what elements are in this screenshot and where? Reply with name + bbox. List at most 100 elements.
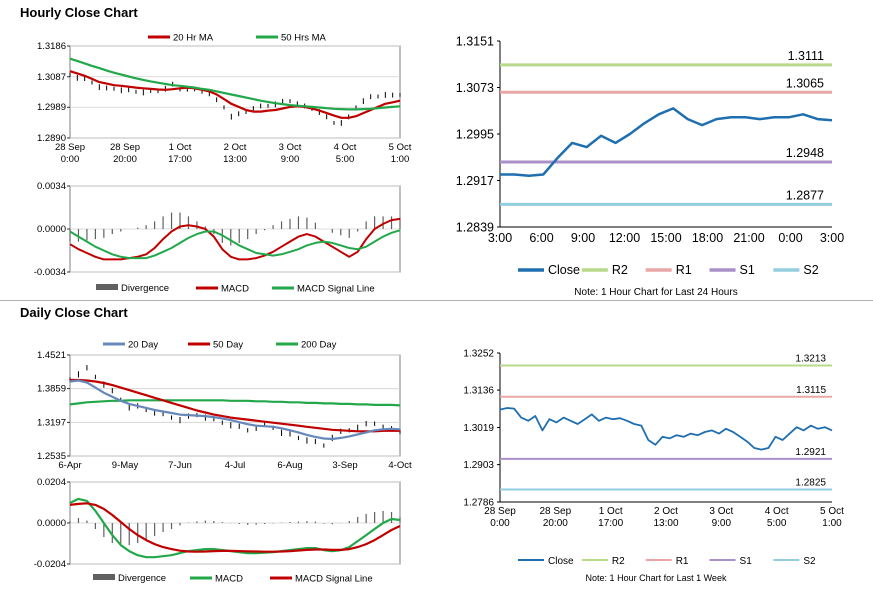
hourly_levels-xtick-label: 6:00 xyxy=(529,231,553,245)
hourly_levels-ytick-label: 1.2995 xyxy=(456,127,494,141)
daily_levels-close-line xyxy=(499,407,833,451)
hourly_macd-ytick-label: 0.0000 xyxy=(37,224,66,235)
hourly_price-xtick-label: 2 Oct xyxy=(224,142,247,153)
hourly_price-xtick-label: 0:00 xyxy=(61,154,80,165)
hourly_price-xtick-label: 17:00 xyxy=(168,154,192,165)
daily_levels-ytick-label: 1.3136 xyxy=(463,386,494,397)
daily_levels-xtick-label: 1 Oct xyxy=(599,506,623,517)
daily_price-xtick-label: 6-Apr xyxy=(58,460,81,471)
hourly-ma20-line xyxy=(69,70,401,119)
daily-legend-divergence-swatch xyxy=(93,574,115,580)
daily_price-ytick-label: 1.3859 xyxy=(37,384,66,395)
daily_levels-legend-s1-label: S1 xyxy=(740,556,753,567)
section-divider xyxy=(0,300,873,301)
hourly_levels-ytick-label: 1.2839 xyxy=(456,220,494,234)
hourly_levels-ytick-label: 1.3151 xyxy=(456,34,494,48)
daily_macd-ytick-label: 0.0000 xyxy=(37,518,66,529)
hourly_levels-legend-s1-label: S1 xyxy=(740,263,755,277)
hourly_levels-legend-close-label: Close xyxy=(548,263,580,277)
hourly_price-xtick-label: 4 Oct xyxy=(334,142,357,153)
daily-legend-signal-label: MACD Signal Line xyxy=(295,574,373,585)
hourly_price-ytick-label: 1.3087 xyxy=(37,72,66,83)
hourly_macd-ytick-label: 0.0034 xyxy=(37,181,66,192)
hourly_levels-legend-s2-label: S2 xyxy=(803,263,818,277)
daily_macd-ytick-label: -0.0204 xyxy=(34,559,66,570)
hourly_levels-xtick-label: 18:00 xyxy=(692,231,723,245)
daily_levels-xtick-label: 3 Oct xyxy=(709,506,733,517)
daily_levels-xtick-label: 9:00 xyxy=(712,518,732,529)
hourly-macd-line xyxy=(69,217,401,261)
hourly-ma50-line xyxy=(69,57,401,111)
daily_levels-s1-level-label: 1.2921 xyxy=(795,447,826,458)
daily-price-plot xyxy=(69,354,401,457)
hourly_levels-xtick-label: 9:00 xyxy=(571,231,595,245)
daily_price-ytick-label: 1.4521 xyxy=(37,350,66,361)
daily_levels-xtick-label: 20:00 xyxy=(543,518,568,529)
daily_levels-legend-r1-label: R1 xyxy=(676,556,689,567)
hourly_levels-legend-r2-label: R2 xyxy=(612,263,628,277)
daily_price-xtick-label: 4-Oct xyxy=(388,460,412,471)
daily_macd-ytick-label: 0.0204 xyxy=(37,477,66,488)
daily_levels-ytick-label: 1.3019 xyxy=(463,423,494,434)
daily_price-xtick-label: 6-Aug xyxy=(277,460,302,471)
daily_price-xtick-label: 7-Jun xyxy=(168,460,192,471)
daily-ma50-line xyxy=(70,378,400,433)
daily_levels-xtick-label: 1:00 xyxy=(822,518,842,529)
daily-legend-ma50-label: 50 Day xyxy=(213,340,243,351)
daily-legend-macd-label: MACD xyxy=(215,574,243,585)
hourly_levels-xtick-label: 21:00 xyxy=(733,231,764,245)
daily_levels-ytick-label: 1.2903 xyxy=(463,460,494,471)
hourly_levels-xtick-label: 15:00 xyxy=(650,231,681,245)
hourly_levels-xtick-label: 0:00 xyxy=(778,231,802,245)
daily_levels-s2-level-label: 1.2825 xyxy=(795,478,826,489)
hourly-legend-ma20-label: 20 Hr MA xyxy=(173,33,214,44)
hourly_price-ytick-label: 1.2890 xyxy=(37,133,66,144)
hourly_price-xtick-label: 5 Oct xyxy=(389,142,412,153)
daily_levels-xtick-label: 0:00 xyxy=(490,518,510,529)
hourly_levels-ytick-label: 1.2917 xyxy=(456,174,494,188)
hourly_price-xtick-label: 28 Sep xyxy=(55,142,85,153)
daily_levels-r2-level-label: 1.3213 xyxy=(795,353,826,364)
hourly_levels-s2-level-label: 1.2877 xyxy=(786,188,824,202)
daily_levels-xtick-label: 5 Oct xyxy=(820,506,844,517)
hourly_levels-xtick-label: 12:00 xyxy=(609,231,640,245)
daily_price-xtick-label: 9-May xyxy=(112,460,139,471)
hourly_levels-close-line xyxy=(500,107,833,177)
daily_levels-xtick-label: 17:00 xyxy=(598,518,623,529)
daily_levels-ytick-label: 1.3252 xyxy=(463,349,494,360)
daily-ma20-line xyxy=(69,379,401,441)
daily_price-xtick-label: 3-Sep xyxy=(332,460,357,471)
daily-legend-ma200-label: 200 Day xyxy=(301,340,337,351)
hourly_levels-s1-level-label: 1.2948 xyxy=(786,146,824,160)
hourly_price-xtick-label: 9:00 xyxy=(281,154,300,165)
daily_levels-xtick-label: 4 Oct xyxy=(765,506,789,517)
daily_levels-xtick-label: 2 Oct xyxy=(654,506,678,517)
hourly_levels-r1-level-label: 1.3065 xyxy=(786,76,824,90)
daily_levels-legend-close-label: Close xyxy=(548,556,574,567)
daily_price-ytick-label: 1.3197 xyxy=(37,417,66,428)
hourly_levels-ytick-label: 1.3073 xyxy=(456,81,494,95)
hourly_levels-xtick-label: 3:00 xyxy=(820,231,844,245)
daily_levels-xtick-label: 5:00 xyxy=(767,518,787,529)
hourly_price-xtick-label: 5:00 xyxy=(336,154,355,165)
hourly_price-ytick-label: 1.3186 xyxy=(37,41,66,52)
hourly_price-xtick-label: 1:00 xyxy=(391,154,410,165)
daily_levels-legend-r2-label: R2 xyxy=(612,556,625,567)
daily_levels-legend-s2-label: S2 xyxy=(803,556,816,567)
hourly-section-title: Hourly Close Chart xyxy=(20,5,138,20)
hourly_price-xtick-label: 1 Oct xyxy=(169,142,192,153)
daily_levels-r1-level-label: 1.3115 xyxy=(796,385,826,396)
hourly_price-xtick-label: 20:00 xyxy=(113,154,137,165)
hourly_levels-r2-level-label: 1.3111 xyxy=(788,49,824,63)
hourly_levels-note: Note: 1 Hour Chart for Last 24 Hours xyxy=(574,287,737,298)
daily_price-ytick-label: 1.2535 xyxy=(37,451,66,462)
daily_levels-xtick-label: 13:00 xyxy=(653,518,678,529)
hourly-price-plot xyxy=(69,45,401,139)
daily_levels-note: Note: 1 Hour Chart for Last 1 Week xyxy=(586,573,727,583)
hourly-legend-ma50-label: 50 Hrs MA xyxy=(281,33,327,44)
daily-legend-ma20-label: 20 Day xyxy=(128,340,158,351)
daily-signal-line xyxy=(69,502,401,553)
hourly_levels-xtick-label: 3:00 xyxy=(488,231,512,245)
hourly_price-ytick-label: 1.2989 xyxy=(37,102,66,113)
